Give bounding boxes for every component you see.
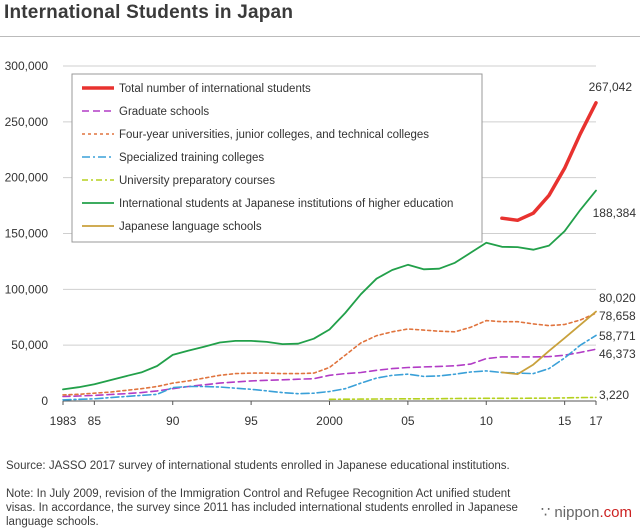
series-line-3: [62, 312, 597, 396]
legend-label: Graduate schools: [119, 106, 209, 118]
y-tick-label: 50,000: [11, 338, 48, 352]
series-line-1: [500, 101, 598, 223]
legend-label: Japanese language schools: [119, 221, 262, 233]
y-tick-label: 150,000: [5, 227, 49, 241]
y-tick-label: 200,000: [5, 171, 49, 185]
x-tick-label: 15: [558, 414, 572, 428]
end-value-label: 188,384: [593, 206, 637, 220]
legend-label: International students at Japanese insti…: [119, 198, 453, 210]
y-tick-label: 250,000: [5, 115, 49, 129]
y-tick-label: 100,000: [5, 282, 49, 296]
legend-label: Specialized training colleges: [119, 152, 264, 164]
visa-note: Note: In July 2009, revision of the Immi…: [6, 488, 518, 528]
x-tick-label: 17: [589, 414, 603, 428]
x-tick-label: 05: [401, 414, 415, 428]
legend-box: [71, 73, 483, 243]
end-value-label: 267,042: [589, 80, 633, 94]
logo-suffix: .com: [599, 504, 632, 521]
end-value-label: 3,220: [599, 388, 629, 402]
series-line-2: [62, 348, 597, 398]
legend-label: Four-year universities, junior colleges,…: [119, 129, 429, 141]
x-tick-label: 95: [244, 414, 258, 428]
logo-prefix: ∵ nippon: [540, 504, 600, 521]
end-value-label: 58,771: [599, 329, 636, 343]
x-tick-label: 1983: [50, 414, 77, 428]
y-tick-label: 0: [41, 394, 48, 408]
source-note: Source: JASSO 2017 survey of internation…: [6, 460, 510, 472]
x-tick-label: 85: [88, 414, 102, 428]
legend-label: Total number of international students: [119, 83, 311, 95]
series-line-5: [328, 396, 597, 401]
series-line-7: [500, 310, 597, 376]
x-tick-label: 2000: [316, 414, 343, 428]
x-tick-label: 90: [166, 414, 180, 428]
legend-label: University preparatory courses: [119, 175, 275, 187]
series-line-6: [62, 189, 597, 391]
x-tick-label: 10: [480, 414, 494, 428]
end-value-label: 80,020: [599, 291, 636, 305]
end-value-label: 46,373: [599, 347, 636, 361]
title-divider: [0, 36, 640, 37]
chart-title: International Students in Japan: [4, 2, 294, 23]
y-tick-label: 300,000: [5, 59, 49, 73]
line-chart: 0 50,000 100,000 150,000 200,000 250,000 300,0…: [5, 59, 637, 428]
nippon-logo: ∵ nippon.com: [541, 503, 632, 521]
end-value-label: 78,658: [599, 309, 636, 323]
